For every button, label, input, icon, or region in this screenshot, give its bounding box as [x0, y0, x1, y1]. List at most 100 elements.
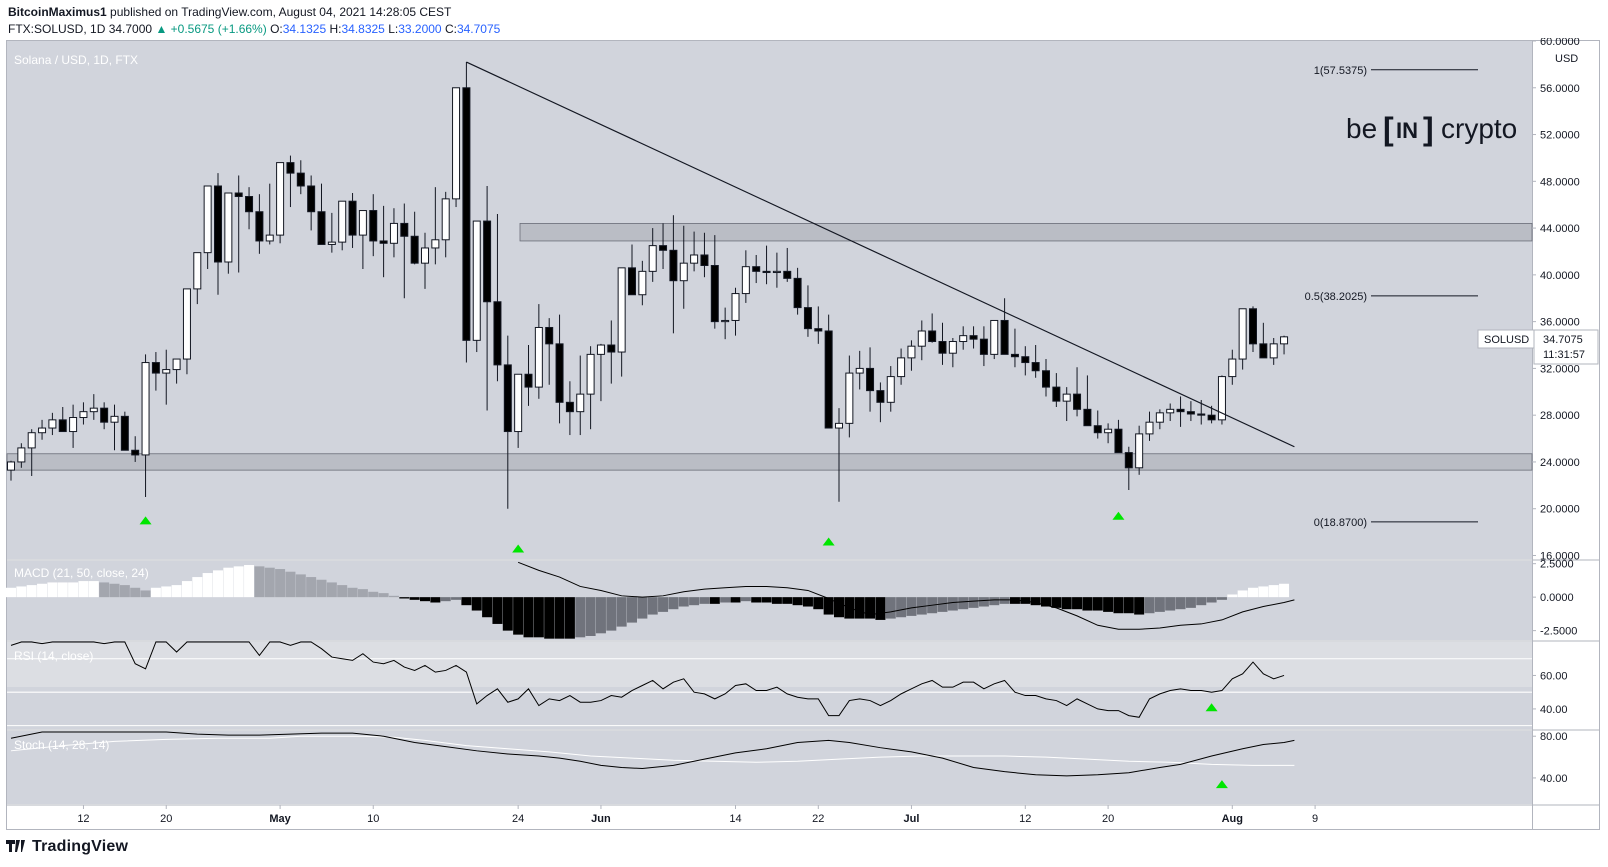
macd-histogram-bar: [202, 573, 213, 598]
macd-histogram-bar: [699, 597, 710, 604]
candle: [224, 192, 233, 274]
candle: [286, 155, 295, 208]
macd-histogram-bar: [978, 597, 989, 607]
macd-histogram-bar: [834, 597, 844, 618]
candle: [917, 320, 926, 361]
candle-body-down: [824, 330, 833, 429]
time-tick-label: Aug: [1222, 813, 1243, 825]
axis-tick-label: 0.0000: [1540, 592, 1574, 604]
macd-histogram-bar: [109, 583, 120, 598]
candle: [772, 252, 781, 288]
macd-histogram-bar: [947, 597, 958, 611]
candle: [1083, 375, 1092, 427]
candle-body-down: [969, 335, 978, 340]
chart-canvas[interactable]: 1(57.5375) 0.5(38.2025) 0(18.8700) 60.0000…: [0, 38, 1608, 830]
candle-body-up: [679, 262, 688, 282]
time-tick-label: Jul: [903, 813, 919, 825]
candle: [969, 326, 978, 349]
macd-histogram-bar: [420, 597, 430, 602]
candle-body-down: [866, 367, 875, 392]
axis-tick-label: 48.0000: [1540, 176, 1580, 188]
candle-body-down: [1010, 353, 1019, 358]
candle-body-down: [400, 222, 409, 237]
candle: [131, 436, 140, 462]
price-scale[interactable]: 60.0000 56.0000 52.0000 48.0000 44.0000 40.00…: [1532, 38, 1580, 785]
time-scale[interactable]: 12 20 May 10 24 Jun 14 22 Jul 12 20 Aug 9: [77, 805, 1318, 825]
candle-body-up: [534, 326, 543, 388]
macd-histogram-bar: [771, 597, 782, 604]
candle: [1042, 359, 1050, 397]
candle-body-down: [979, 338, 988, 355]
candle: [410, 211, 419, 265]
macd-histogram-bar: [906, 597, 917, 616]
candle-body-up: [193, 252, 202, 290]
tradingview-logo[interactable]: TradingView: [6, 838, 128, 856]
candle: [1249, 306, 1257, 353]
candle: [472, 220, 481, 353]
macd-histogram-bar: [554, 597, 565, 639]
macd-histogram-bar: [1248, 587, 1258, 598]
macd-histogram-bar: [916, 597, 927, 615]
price-badge-countdown: 11:31:57: [1543, 349, 1585, 361]
macd-histogram-bar: [999, 597, 1010, 604]
candle: [565, 381, 574, 436]
macd-histogram-bar: [627, 597, 637, 623]
candle-body-up: [1166, 408, 1175, 414]
stoch-label: Stoch (14, 28, 14): [14, 738, 109, 752]
macd-histogram-bar: [1258, 586, 1269, 598]
macd-histogram-bar: [399, 597, 410, 599]
stoch-k-line: [10, 731, 1295, 777]
descending-trendline[interactable]: [466, 61, 1295, 448]
macd-histogram-bar: [1268, 585, 1279, 598]
candle: [452, 87, 461, 208]
candle: [1238, 308, 1247, 370]
candle: [214, 173, 222, 295]
macd-histogram-bar: [782, 597, 793, 604]
macd-histogram-bar: [37, 583, 48, 598]
horizontal-zone: [519, 223, 1533, 242]
candle: [1114, 419, 1123, 454]
candle-body-down: [710, 265, 719, 323]
candle-body-up: [7, 461, 15, 471]
macd-histogram-bar: [968, 597, 979, 608]
candle: [524, 345, 533, 406]
candle: [503, 335, 512, 509]
candle-body-up: [1238, 308, 1247, 360]
publisher-name[interactable]: BitcoinMaximus1: [8, 5, 107, 19]
candle-body-up: [741, 266, 750, 295]
candle: [483, 185, 492, 411]
candle: [1166, 403, 1175, 422]
macd-histogram-bar: [99, 582, 110, 598]
candle-body-up: [441, 198, 450, 241]
candle: [1052, 373, 1061, 407]
candle: [855, 350, 864, 390]
candle-body-up: [845, 372, 854, 424]
axis-tick-label: 32.0000: [1540, 363, 1580, 375]
macd-histogram-bar: [57, 582, 68, 598]
candle: [741, 250, 750, 303]
price-badge-box: [1533, 329, 1599, 365]
stoch-pane-background[interactable]: [7, 731, 1532, 804]
macd-histogram-bar: [347, 587, 358, 598]
macd-histogram-bar: [513, 597, 524, 635]
candle-body-up: [948, 341, 957, 354]
macd-histogram-bar: [1072, 597, 1083, 610]
candle: [38, 419, 47, 440]
candle-body-down: [876, 390, 885, 403]
macd-histogram-bar: [678, 597, 689, 607]
candle-body-down: [151, 362, 160, 374]
candle-body-down: [234, 192, 243, 198]
axis-tick-label: 44.0000: [1540, 223, 1580, 235]
candle-body-down: [493, 301, 502, 366]
candle-body-down: [214, 185, 222, 263]
stoch-indicator: [10, 731, 1295, 777]
candle: [1010, 328, 1019, 368]
candle-body-up: [855, 367, 864, 374]
candle: [203, 185, 212, 270]
macd-histogram-bar: [140, 590, 151, 598]
time-tick-label: 24: [512, 813, 524, 825]
candle-body-down: [1000, 319, 1009, 355]
price-pane-background[interactable]: [7, 41, 1532, 559]
macd-histogram-bar: [854, 597, 865, 619]
candle-body-down: [659, 245, 668, 251]
